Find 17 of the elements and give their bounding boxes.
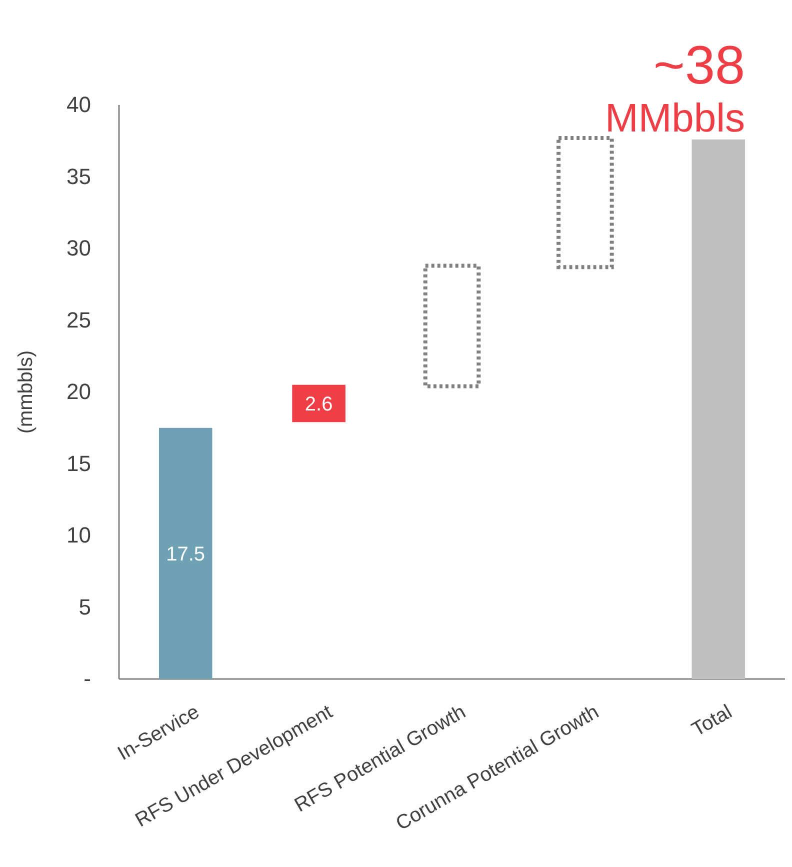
y-tick-label: 10 <box>66 522 91 548</box>
annotation: ~38 MMbbls <box>605 35 746 140</box>
y-tick-label: 5 <box>78 594 91 620</box>
data-label: 17.5 <box>166 543 206 566</box>
y-tick-label: - <box>84 666 91 692</box>
y-axis-title: (mmbbls) <box>15 350 37 434</box>
bar <box>292 384 346 422</box>
y-tick-label: 20 <box>66 379 91 404</box>
y-tick-label: 30 <box>66 236 91 261</box>
y-tick-label: 25 <box>66 307 91 332</box>
x-tick-label: Total <box>688 700 736 742</box>
y-tick-label: 35 <box>66 164 91 189</box>
y-tick-label: 40 <box>66 92 91 118</box>
bar <box>158 428 212 679</box>
data-label: 2.6 <box>304 393 333 416</box>
y-tick-label: 15 <box>66 450 91 476</box>
bar <box>692 139 746 679</box>
